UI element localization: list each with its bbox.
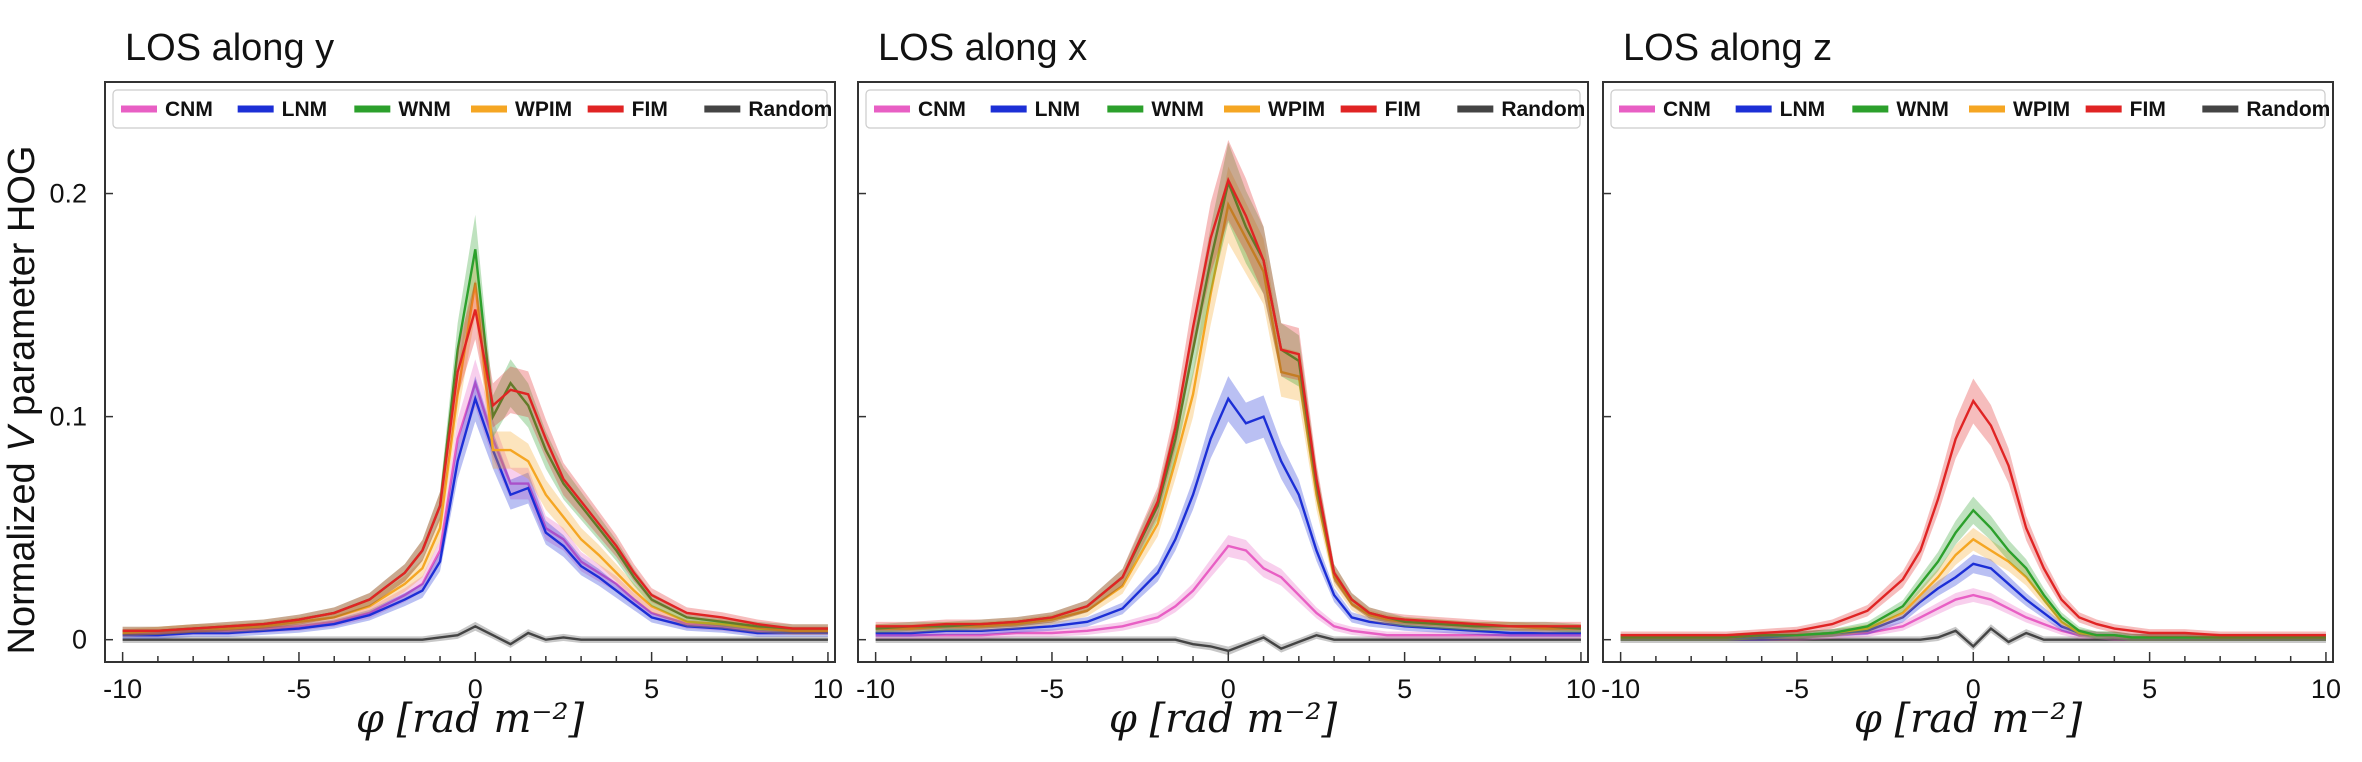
legend: CNM LNM WNM WPIM FIM Random <box>112 89 832 129</box>
line-fim <box>122 309 828 632</box>
line-random <box>1620 626 2326 649</box>
legend-label-fim: FIM <box>2130 98 2166 121</box>
plot-frame <box>1602 81 2334 663</box>
panel-title: LOS along z <box>1623 27 1832 69</box>
panel-2: LOS along x -10 -5 0 5 10 φ [rad m⁻²] CNM LNM WNM… <box>856 27 1596 742</box>
legend-label-fim: FIM <box>632 98 668 121</box>
panel-3: LOS along z -10 -5 0 5 10 φ [rad m⁻²] CNM LNM WNM… <box>1601 27 2341 742</box>
legend-label-random: Random <box>2246 98 2330 121</box>
line-cnm <box>122 379 828 635</box>
legend-label-cnm: CNM <box>918 98 966 121</box>
line-wpim <box>122 282 828 635</box>
legend-frame <box>112 89 828 129</box>
legend-label-wnm: WNM <box>398 98 450 121</box>
legend-label-wnm: WNM <box>1896 98 1948 121</box>
plot-frame <box>857 81 1589 663</box>
y-tick-label: 0 <box>72 625 87 655</box>
legend-label-random: Random <box>748 98 832 121</box>
legend: CNM LNM WNM WPIM FIM Random <box>1610 89 2330 129</box>
band-lnm <box>1620 554 2326 641</box>
line-random <box>875 633 1581 653</box>
legend-label-random: Random <box>1501 98 1585 121</box>
line-fim <box>1620 398 2326 637</box>
band-random <box>875 631 1581 656</box>
legend-label-wnm: WNM <box>1151 98 1203 121</box>
x-tick-label: 0 <box>1221 674 1236 704</box>
x-tick-label: -5 <box>1785 674 1809 704</box>
x-tick-label: 5 <box>1397 674 1412 704</box>
y-tick-label: 0.1 <box>49 402 87 432</box>
panels: LOS along y -10 -5 0 5 10 0 0.1 0.2 φ [rad m⁻²] CN… <box>49 27 2341 742</box>
legend-label-cnm: CNM <box>1663 98 1711 121</box>
line-wnm <box>1620 508 2326 639</box>
x-axis-label: φ [rad m⁻²] <box>1109 696 1338 742</box>
x-tick-label: -5 <box>1040 674 1064 704</box>
band-random <box>122 621 828 648</box>
legend-label-lnm: LNM <box>1035 98 1081 121</box>
band-fim <box>122 279 828 635</box>
band-wnm <box>122 214 828 635</box>
panel-title: LOS along y <box>125 27 334 69</box>
legend-label-lnm: LNM <box>282 98 328 121</box>
x-tick-label: 10 <box>2311 674 2341 704</box>
band-wpim <box>1620 527 2326 641</box>
x-tick-label: -10 <box>103 674 142 704</box>
x-tick-label: 10 <box>813 674 843 704</box>
x-tick-label: -5 <box>287 674 311 704</box>
y-axis-label-suffix: parameter HOG <box>1 146 43 427</box>
plot-frame <box>104 81 836 663</box>
y-axis-label: Normalized V parameter HOG <box>1 146 43 655</box>
x-tick-label: 0 <box>468 674 483 704</box>
y-axis-label-prefix: Normalized <box>1 452 43 655</box>
y-tick-label: 0.2 <box>49 179 87 209</box>
legend-frame <box>865 89 1581 129</box>
line-fim <box>875 176 1581 628</box>
panel-1: LOS along y -10 -5 0 5 10 0 0.1 0.2 φ [rad m⁻²] CN… <box>49 27 843 742</box>
line-cnm <box>875 544 1581 637</box>
legend-label-lnm: LNM <box>1780 98 1826 121</box>
legend-frame <box>1610 89 2326 129</box>
legend-label-wpim: WPIM <box>2013 98 2070 121</box>
legend-label-cnm: CNM <box>165 98 213 121</box>
band-lnm <box>122 376 828 639</box>
legend-label-wpim: WPIM <box>1268 98 1325 121</box>
line-lnm <box>122 394 828 637</box>
legend: CNM LNM WNM WPIM FIM Random <box>865 89 1585 129</box>
x-axis-label: φ [rad m⁻²] <box>1854 696 2083 742</box>
x-tick-label: 0 <box>1966 674 1981 704</box>
x-tick-label: 10 <box>1566 674 1596 704</box>
x-tick-label: -10 <box>856 674 895 704</box>
x-tick-label: 5 <box>644 674 659 704</box>
x-tick-label: 5 <box>2142 674 2157 704</box>
x-axis-label: φ [rad m⁻²] <box>356 696 585 742</box>
legend-label-wpim: WPIM <box>515 98 572 121</box>
panel-title: LOS along x <box>878 27 1087 69</box>
legend-label-fim: FIM <box>1385 98 1421 121</box>
line-lnm <box>875 396 1581 635</box>
band-cnm <box>875 535 1581 639</box>
band-lnm <box>875 376 1581 637</box>
y-axis-label-variable: V <box>1 423 43 452</box>
x-tick-label: -10 <box>1601 674 1640 704</box>
line-random <box>122 624 828 646</box>
